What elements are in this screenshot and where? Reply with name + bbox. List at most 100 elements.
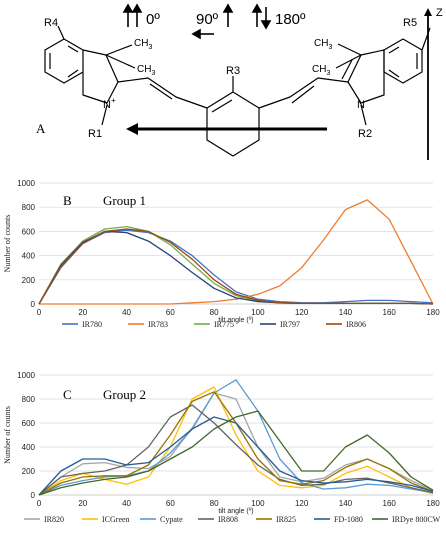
panel-a-structure <box>44 25 431 157</box>
left-polymethine-chain <box>117 77 208 109</box>
series-line-fd-1080 <box>38 416 434 496</box>
chart-panel-b: 0 200 400 600 800 1000 0 20 40 60 80 100 120 140 160 18… <box>3 179 440 329</box>
orientation-180-label: 180º <box>275 11 306 28</box>
label-left-methyl-2: CH3 <box>137 64 155 77</box>
z-axis-label: Z <box>436 7 443 19</box>
label-r1: R1 <box>88 128 102 140</box>
legend-entry: IR797 <box>280 320 300 329</box>
right-methyl-bond-1 <box>337 43 362 56</box>
chart-panel-c: 0 200 400 600 800 1000 0 20 40 60 80 100 120 140 160 18… <box>3 371 441 524</box>
orientation-90-arrows <box>191 3 234 40</box>
x-tick-label: 140 <box>339 499 353 508</box>
orientation-90-label: 90º <box>196 11 219 28</box>
series-line-irdye-800cw <box>38 410 434 496</box>
x-axis-title: tilt angle (º) <box>218 317 253 324</box>
left-pyrrole-ring <box>82 49 119 104</box>
legend-entry: IR775 <box>214 320 234 329</box>
y-axis-title: Number of counts <box>3 406 12 464</box>
left-benzene-inner-bond-1 <box>67 45 79 53</box>
series-line-ir806 <box>38 228 434 305</box>
right-n-r2-bond <box>360 104 367 126</box>
y-tick-label: 0 <box>31 300 36 309</box>
orientation-180-arrows <box>251 3 272 30</box>
label-r5: R5 <box>403 17 417 29</box>
legend-entry: IRDye 800CW <box>392 515 441 524</box>
series-line-ir797 <box>38 230 434 305</box>
legend-entry: FD-1080 <box>334 515 363 524</box>
right-benzene-ring <box>383 38 423 84</box>
right-polymethine-chain <box>258 77 349 109</box>
left-n-r1-bond <box>101 104 108 126</box>
x-tick-label: 180 <box>426 499 440 508</box>
x-tick-label: 100 <box>251 308 265 317</box>
x-tick-label: 0 <box>37 308 42 317</box>
legend-entry: IR808 <box>218 515 238 524</box>
left-methyl-bond-2 <box>105 54 136 69</box>
legend-entry: IR780 <box>82 320 102 329</box>
series-line-ir808 <box>38 404 434 496</box>
x-tick-label: 0 <box>37 499 42 508</box>
x-tick-label: 40 <box>122 499 131 508</box>
dipole-arrow-head <box>126 123 138 135</box>
right-chain-double-bond <box>291 85 315 104</box>
x-tick-label: 20 <box>78 499 87 508</box>
right-pyrrole-ring <box>347 49 385 104</box>
left-methyl-bond-1 <box>105 44 133 56</box>
y-tick-label: 0 <box>31 491 36 500</box>
z-axis-arrowhead <box>424 8 432 16</box>
central-ring-double-bond <box>211 99 233 113</box>
y-axis-title: Number of counts <box>3 215 12 273</box>
series-line-ir780 <box>38 229 434 305</box>
left-benzene-inner-bond-3 <box>67 69 79 78</box>
y-tick-label: 600 <box>22 419 36 428</box>
series-line-cypate <box>38 379 434 496</box>
y-tick-label: 1000 <box>17 179 35 188</box>
label-n-right: N <box>357 99 365 111</box>
chart-title: Group 2 <box>103 387 146 402</box>
panel-a-label: A <box>36 121 46 136</box>
x-tick-label: 20 <box>78 308 87 317</box>
label-right-methyl-2: CH3 <box>312 64 330 77</box>
x-tick-label: 140 <box>339 308 353 317</box>
label-right-methyl-1: CH3 <box>314 38 332 51</box>
legend-entry: IR820 <box>44 515 64 524</box>
legend-entry: ICGreen <box>102 515 130 524</box>
right-benzene-inner-bond-3 <box>388 69 400 78</box>
orientation-0-arrows <box>122 3 143 27</box>
left-r4-bond <box>57 25 65 40</box>
y-tick-label: 400 <box>22 252 36 261</box>
central-cyclohexene-ring <box>206 91 260 157</box>
x-tick-label: 160 <box>383 308 397 317</box>
legend-entry: IR783 <box>148 320 168 329</box>
label-left-methyl-1: CH3 <box>134 38 152 51</box>
right-double-bond-cn <box>341 59 353 80</box>
label-r3: R3 <box>226 65 240 77</box>
y-tick-label: 200 <box>22 276 36 285</box>
label-r4: R4 <box>44 17 58 29</box>
legend-entry: Cypate <box>160 515 183 524</box>
panel-label: C <box>63 387 72 402</box>
left-benzene-ring <box>44 38 84 84</box>
y-tick-label: 400 <box>22 443 36 452</box>
label-r2: R2 <box>358 128 372 140</box>
label-n-plus: N+ <box>103 96 116 111</box>
x-tick-label: 180 <box>426 308 440 317</box>
x-tick-label: 120 <box>295 499 309 508</box>
x-axis-title: tilt angle (º) <box>218 508 253 515</box>
x-tick-label: 160 <box>383 499 397 508</box>
y-tick-label: 800 <box>22 203 36 212</box>
y-tick-label: 800 <box>22 395 36 404</box>
orientation-0-label: 0º <box>146 11 160 28</box>
left-chain-double-bond <box>149 83 173 100</box>
y-tick-label: 200 <box>22 467 36 476</box>
series-line-ir783 <box>39 199 434 305</box>
x-tick-label: 40 <box>122 308 131 317</box>
x-tick-label: 80 <box>210 499 219 508</box>
panel-label: B <box>63 193 72 208</box>
x-tick-label: 100 <box>251 499 265 508</box>
legend-entry: IR825 <box>276 515 296 524</box>
right-methyl-bond-2 <box>335 54 362 69</box>
right-benzene-inner-bond-1 <box>388 46 400 54</box>
